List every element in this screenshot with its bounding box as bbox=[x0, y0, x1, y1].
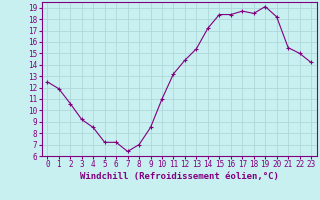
X-axis label: Windchill (Refroidissement éolien,°C): Windchill (Refroidissement éolien,°C) bbox=[80, 172, 279, 181]
